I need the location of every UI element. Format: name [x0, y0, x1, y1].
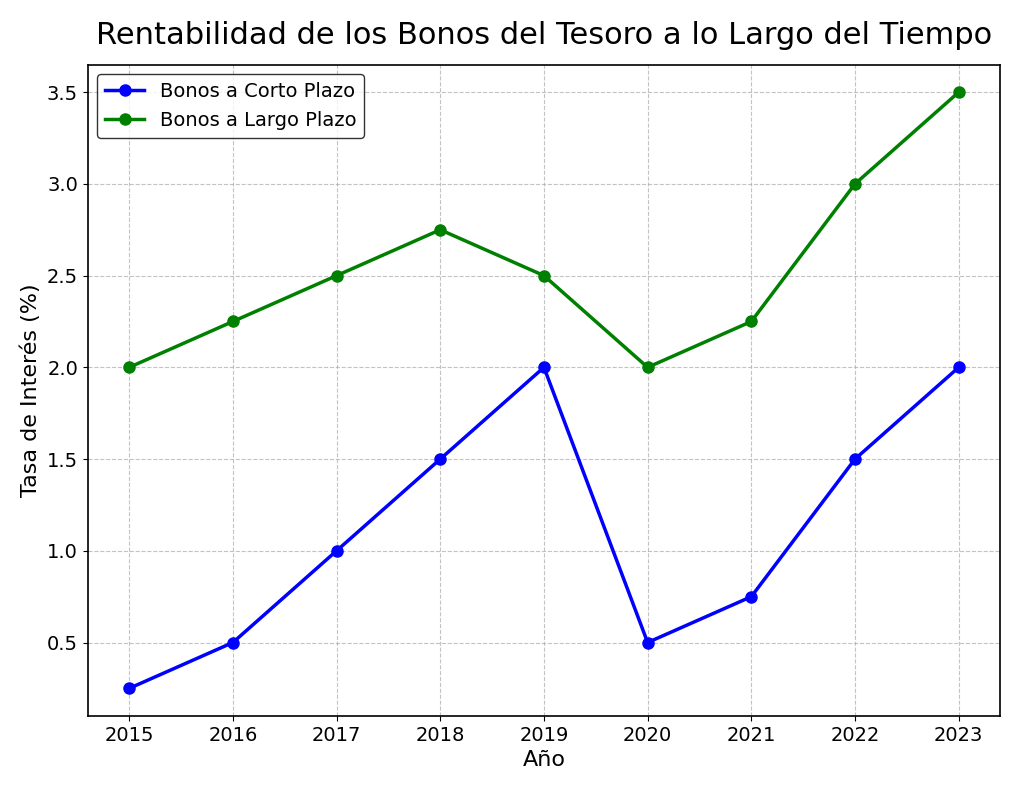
Bonos a Largo Plazo [848, 179, 861, 188]
Bonos a Largo Plazo [434, 225, 446, 234]
Y-axis label: Tasa de Interés (%): Tasa de Interés (%) [20, 283, 41, 497]
Bonos a Corto Plazo [641, 638, 653, 647]
Bonos a Largo Plazo [641, 362, 653, 372]
Bonos a Corto Plazo [434, 454, 446, 464]
Bonos a Corto Plazo [848, 454, 861, 464]
Bonos a Corto Plazo [124, 683, 136, 693]
Bonos a Largo Plazo [331, 271, 343, 280]
Bonos a Corto Plazo [953, 362, 965, 372]
Line: Bonos a Largo Plazo: Bonos a Largo Plazo [124, 87, 964, 373]
Bonos a Largo Plazo [124, 362, 136, 372]
Title: Rentabilidad de los Bonos del Tesoro a lo Largo del Tiempo: Rentabilidad de los Bonos del Tesoro a l… [96, 21, 992, 50]
Bonos a Largo Plazo [538, 271, 550, 280]
Legend: Bonos a Corto Plazo, Bonos a Largo Plazo: Bonos a Corto Plazo, Bonos a Largo Plazo [97, 74, 364, 138]
Bonos a Corto Plazo [331, 546, 343, 555]
Line: Bonos a Corto Plazo: Bonos a Corto Plazo [124, 361, 964, 694]
Bonos a Corto Plazo [227, 638, 239, 647]
Bonos a Largo Plazo [953, 88, 965, 97]
Bonos a Largo Plazo [745, 316, 758, 326]
Bonos a Corto Plazo [538, 362, 550, 372]
Bonos a Corto Plazo [745, 592, 758, 601]
Bonos a Largo Plazo [227, 316, 239, 326]
X-axis label: Año: Año [523, 750, 566, 770]
